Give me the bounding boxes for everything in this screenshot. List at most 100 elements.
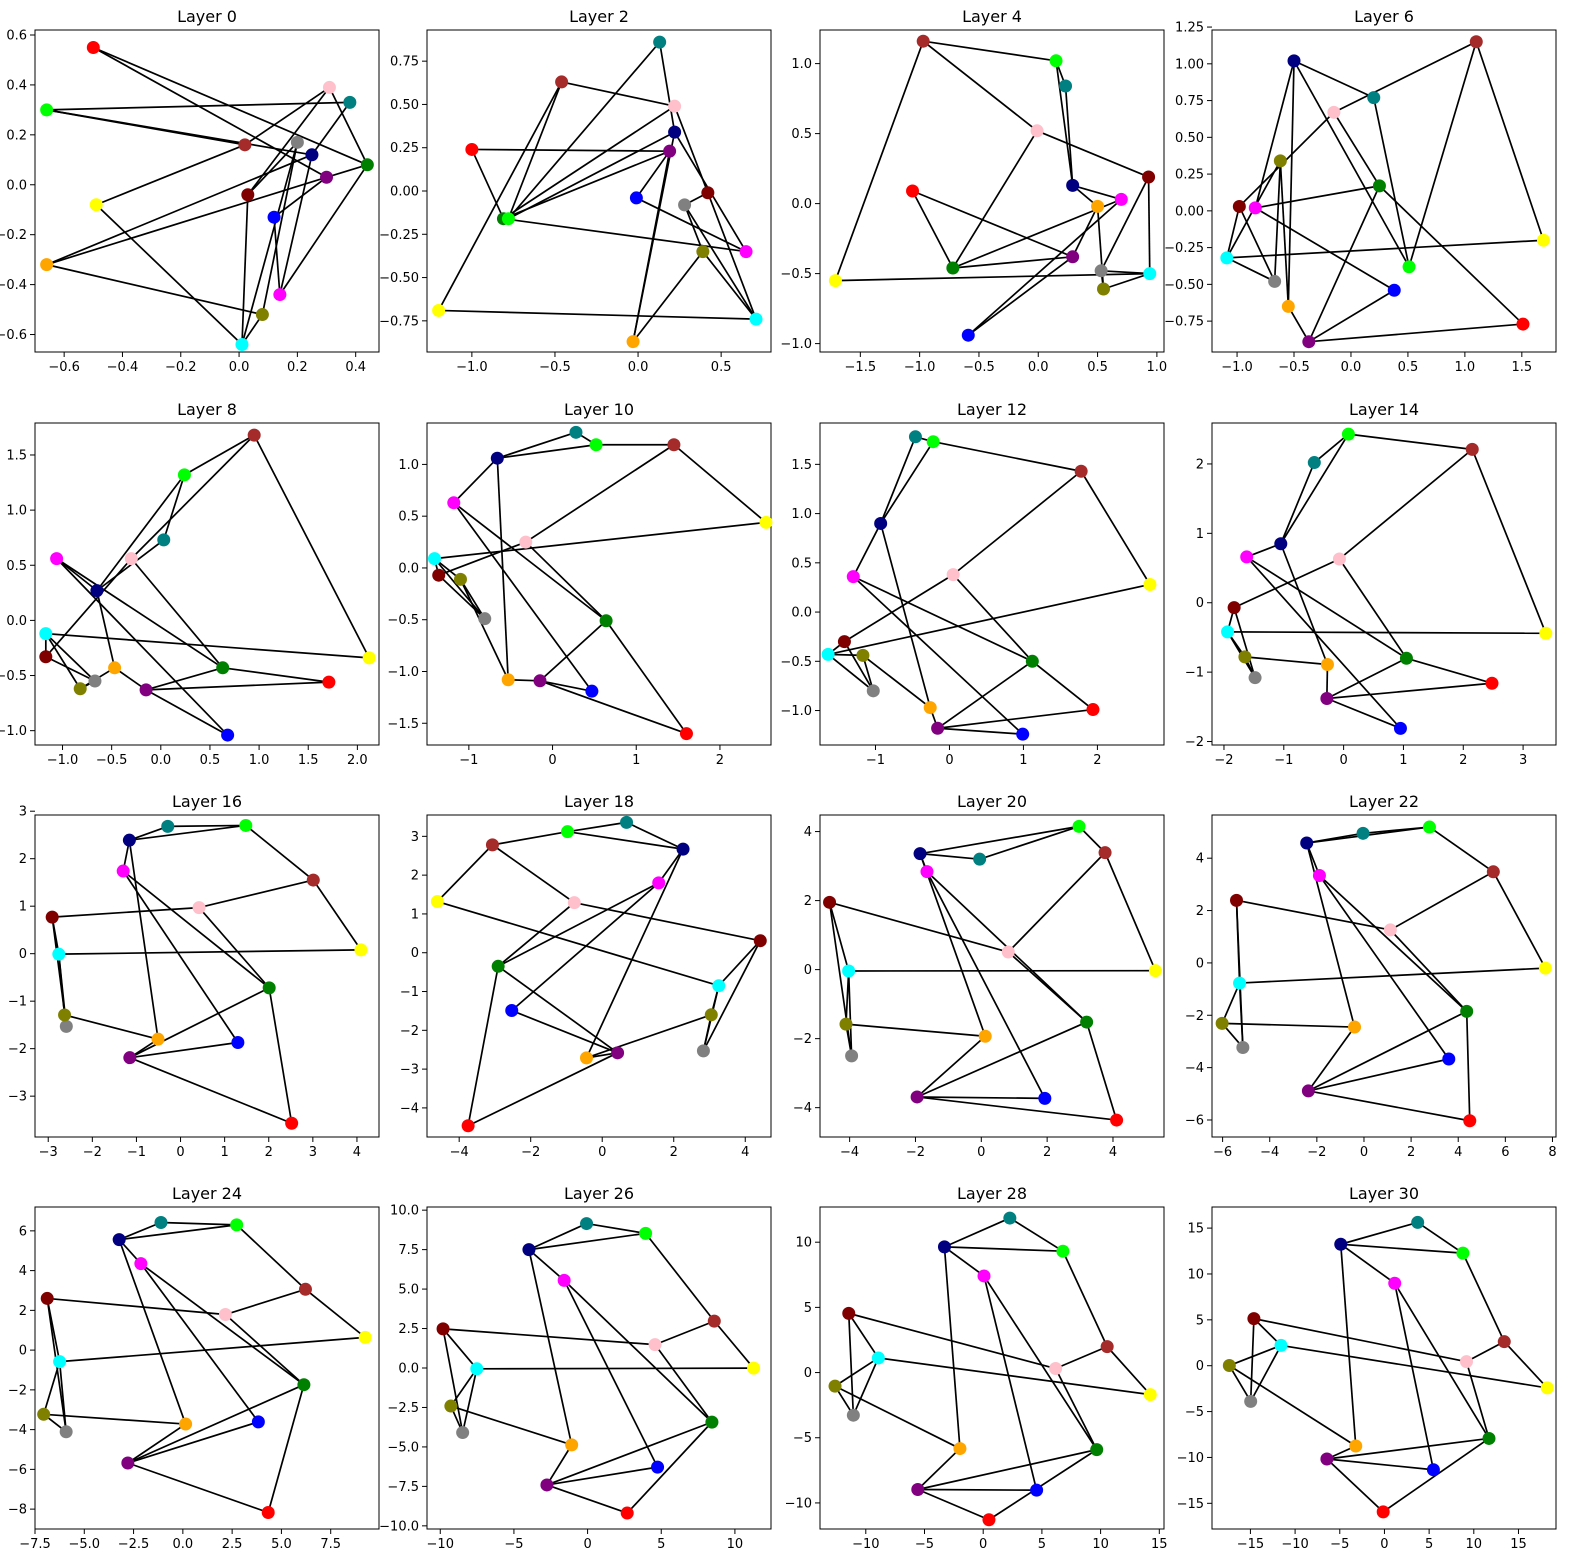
node-point-cyan xyxy=(1221,625,1235,639)
graph-edge xyxy=(1249,1318,1255,1402)
x-tick-label: 1 xyxy=(632,753,640,768)
node-point-olive xyxy=(1215,1016,1229,1030)
graph-edge xyxy=(442,1328,656,1346)
graph-edge xyxy=(983,1275,1038,1491)
graph-edge xyxy=(1287,60,1295,307)
node-point-teal xyxy=(1411,1215,1425,1229)
graph-edge xyxy=(253,434,370,659)
node-point-green xyxy=(360,158,374,172)
y-tick-label: −1.0 xyxy=(0,724,27,739)
graph-edge xyxy=(943,1246,961,1449)
node-point-yellow xyxy=(828,274,842,288)
node-point-maroon xyxy=(1230,893,1244,907)
x-tick-label: 10 xyxy=(1092,1537,1109,1552)
node-point-teal xyxy=(653,35,667,49)
node-point-lime xyxy=(1049,54,1063,68)
node-point-olive xyxy=(453,572,467,586)
node-point-blue xyxy=(651,1460,665,1474)
node-point-orange xyxy=(953,1442,967,1456)
panel-title: Layer 20 xyxy=(957,792,1027,811)
node-point-purple xyxy=(931,721,945,735)
graph-edge xyxy=(944,1217,1011,1248)
node-point-red xyxy=(982,1513,996,1527)
x-tick-label: −5 xyxy=(1330,1537,1349,1552)
panel-7: Layer 14 −2 −1 0 1 2 3 −2 −1 0 1 2 xyxy=(1185,400,1557,768)
y-tick-label: −0.50 xyxy=(379,271,419,286)
node-point-olive xyxy=(37,1407,51,1421)
graph-edge xyxy=(438,574,486,620)
node-point-yellow xyxy=(430,895,444,909)
graph-edge xyxy=(122,870,270,989)
x-tick-label: 0.0 xyxy=(1341,360,1362,375)
graph-edge xyxy=(1226,257,1276,283)
node-point-yellow xyxy=(759,515,773,529)
graph-edge xyxy=(644,1232,715,1322)
y-tick-label: −15 xyxy=(1177,1497,1204,1512)
y-tick-label: 0.25 xyxy=(1175,168,1204,183)
graph-edge xyxy=(491,844,575,904)
graph-edge xyxy=(146,681,329,691)
node-point-blue xyxy=(629,191,643,205)
y-tick-label: −2 xyxy=(8,1383,27,1398)
graph-edge xyxy=(1229,1344,1282,1367)
node-point-olive xyxy=(828,1379,842,1393)
y-tick-label: 2 xyxy=(1196,904,1204,919)
node-point-purple xyxy=(1320,1452,1334,1466)
graph-edge xyxy=(43,1413,186,1425)
y-tick-label: 0.0 xyxy=(791,606,812,621)
x-tick-label: 0 xyxy=(1360,1145,1368,1160)
plot-frame xyxy=(819,814,1165,1138)
graph-edge xyxy=(1225,206,1241,259)
y-tick-label: −3 xyxy=(8,1090,27,1105)
graph-edge xyxy=(437,81,563,311)
x-tick-label: 0.0 xyxy=(229,360,250,375)
graph-edge xyxy=(459,578,509,681)
graph-edge xyxy=(1308,289,1395,343)
graph-edge xyxy=(1308,1058,1449,1092)
node-point-navy xyxy=(1287,54,1301,68)
y-tick-label: 0.00 xyxy=(390,185,419,200)
node-point-cyan xyxy=(1143,267,1157,281)
y-tick-label: 4 xyxy=(1196,852,1204,867)
graph-edge xyxy=(563,1280,659,1468)
node-point-gray xyxy=(59,1019,73,1033)
node-point-maroon xyxy=(39,650,53,664)
graph-edge xyxy=(198,907,270,989)
graph-edge xyxy=(1471,449,1547,634)
x-tick-label: 5 xyxy=(657,1537,665,1552)
node-point-pink xyxy=(567,896,581,910)
y-tick-label: 1.0 xyxy=(398,458,419,473)
graph-edge xyxy=(952,574,1033,662)
graph-edge xyxy=(632,251,704,343)
node-point-magenta xyxy=(652,876,666,890)
node-point-magenta xyxy=(977,1269,991,1283)
node-point-yellow xyxy=(1148,964,1162,978)
graph-edge xyxy=(140,1263,260,1423)
y-tick-label: 1 xyxy=(1196,527,1204,542)
y-tick-label: −0.2 xyxy=(0,228,27,243)
graph-edge xyxy=(46,263,263,316)
x-tick-label: 2 xyxy=(1459,753,1467,768)
y-tick-label: −1 xyxy=(1185,666,1204,681)
plot-frame xyxy=(34,814,380,1138)
node-point-cyan xyxy=(842,964,856,978)
graph-edge xyxy=(503,217,747,253)
graph-edge xyxy=(834,1385,961,1450)
node-point-teal xyxy=(908,430,922,444)
node-point-blue xyxy=(1038,1091,1052,1105)
plot-frame xyxy=(426,814,772,1138)
graph-edge xyxy=(1233,607,1256,678)
y-tick-label: 2 xyxy=(19,852,27,867)
x-tick-label: −1 xyxy=(459,753,478,768)
panel-4: Layer 8 −1.0 −0.5 0.0 0.5 1.0 1.5 2.0 −1.0 −0.5 0.… xyxy=(0,400,380,768)
node-point-gray xyxy=(1244,1394,1258,1408)
graph-edge xyxy=(508,131,676,220)
graph-edge xyxy=(1253,1317,1467,1363)
node-point-green xyxy=(1025,654,1039,668)
x-tick-label: 0.5 xyxy=(1087,360,1108,375)
graph-edge xyxy=(834,40,924,281)
node-point-teal xyxy=(154,1216,168,1230)
graph-edge xyxy=(162,474,186,541)
y-tick-label: 0.75 xyxy=(390,55,419,70)
node-point-lime xyxy=(1402,260,1416,274)
